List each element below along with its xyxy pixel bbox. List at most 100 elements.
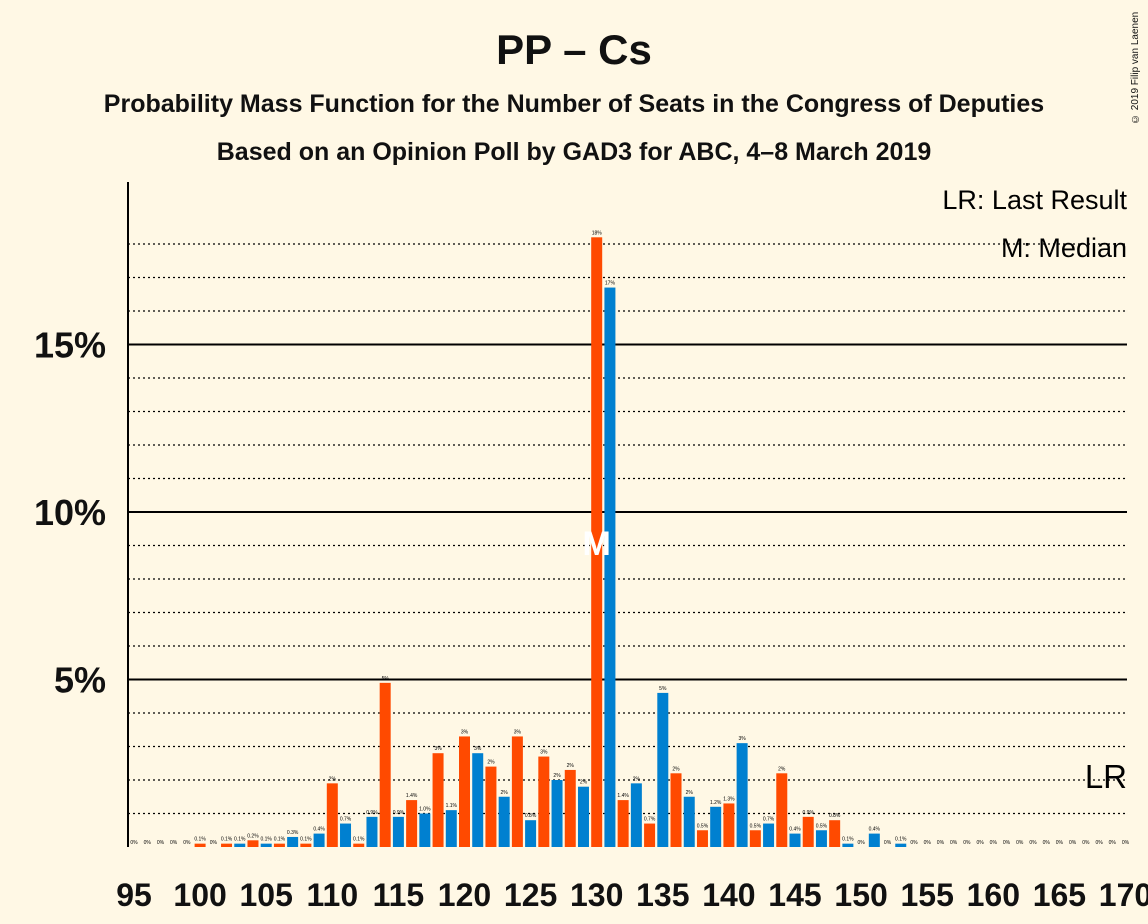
bar-label-153: 0.1% — [895, 837, 907, 843]
bar-113 — [366, 816, 378, 847]
bar-142 — [749, 830, 761, 847]
bar-label-109: 0.4% — [313, 827, 325, 833]
bar-label-117: 1.0% — [419, 807, 431, 813]
bar-label-158: 0% — [963, 840, 971, 846]
bar-label-98: 0% — [170, 840, 178, 846]
bar-133 — [630, 783, 642, 847]
bar-label-103: 0.1% — [234, 837, 246, 843]
bar-label-134: 0.7% — [644, 817, 656, 823]
bar-label-132: 1.4% — [617, 793, 629, 799]
bar-116 — [406, 800, 418, 847]
bar-label-137: 2% — [686, 790, 694, 796]
bar-label-166: 0% — [1069, 840, 1077, 846]
x-tick-label: 170 — [1099, 877, 1148, 913]
bar-126 — [538, 756, 550, 847]
x-tick-label: 100 — [173, 877, 226, 913]
bar-123 — [498, 796, 510, 847]
bar-label-141: 3% — [739, 736, 747, 742]
bar-120 — [459, 736, 470, 847]
bar-label-155: 0% — [924, 840, 932, 846]
bar-label-105: 0.1% — [260, 837, 272, 843]
bar-131 — [604, 287, 616, 847]
bar-110 — [326, 783, 338, 847]
bar-143 — [763, 823, 775, 847]
bar-115 — [392, 816, 404, 847]
bar-label-144: 2% — [778, 766, 786, 772]
bar-label-122: 2% — [487, 760, 495, 766]
bar-label-154: 0% — [910, 840, 918, 846]
bar-label-104: 0.2% — [247, 833, 259, 839]
bar-144 — [776, 773, 788, 847]
bar-label-157: 0% — [950, 840, 958, 846]
bar-124 — [511, 736, 523, 847]
bar-label-143: 0.7% — [763, 817, 775, 823]
bar-139 — [710, 806, 722, 847]
bar-label-169: 0% — [1109, 840, 1117, 846]
bar-135 — [657, 692, 669, 847]
x-tick-label: 130 — [570, 877, 623, 913]
y-tick-label: 10% — [34, 492, 106, 533]
bar-136 — [670, 773, 682, 847]
bar-series — [194, 237, 907, 848]
bar-label-125: 0.8% — [525, 813, 537, 819]
bar-label-133: 2% — [633, 776, 641, 782]
bar-label-156: 0% — [937, 840, 945, 846]
bar-label-147: 0.5% — [816, 823, 828, 829]
bar-145 — [789, 833, 801, 847]
bar-label-97: 0% — [157, 840, 165, 846]
grid-lines — [128, 243, 1127, 815]
poll-source-subtitle: Based on an Opinion Poll by GAD3 for ABC… — [216, 138, 932, 166]
bar-130 — [591, 237, 603, 848]
bar-129 — [577, 786, 589, 847]
bar-value-labels: 0% 0% 0% 0% 0%0.1%0%0.1% 0.1%0.2%0.1% 0.1%0.3%… — [130, 230, 1129, 846]
bar-134 — [644, 823, 656, 847]
bar-label-99: 0% — [183, 840, 191, 846]
bar-108 — [300, 843, 312, 847]
bar-label-101: 0% — [210, 840, 218, 846]
bar-label-118: 3% — [434, 746, 442, 752]
legend-last-result: LR: Last Result — [942, 185, 1127, 215]
x-tick-label: 120 — [438, 877, 491, 913]
bar-118 — [432, 753, 444, 847]
bar-label-96: 0% — [144, 840, 152, 846]
bar-147 — [815, 830, 827, 847]
bar-label-127: 2% — [553, 773, 561, 779]
bar-label-150: 0% — [857, 840, 865, 846]
bar-label-129: 2% — [580, 780, 588, 786]
bar-140 — [723, 803, 735, 847]
bar-121 — [472, 753, 484, 847]
bar-label-116: 1.4% — [406, 793, 418, 799]
x-tick-label: 155 — [901, 877, 954, 913]
chart-title: PP – Cs — [496, 26, 652, 73]
bar-107 — [287, 836, 299, 847]
bar-label-136: 2% — [672, 766, 680, 772]
bar-label-114: 5% — [382, 676, 390, 682]
bar-label-146: 0.9% — [803, 810, 815, 816]
bar-138 — [696, 830, 708, 847]
y-tick-label: 5% — [54, 660, 106, 701]
bar-label-121: 3% — [474, 746, 482, 752]
bar-label-139: 1.2% — [710, 800, 722, 806]
bar-label-159: 0% — [976, 840, 984, 846]
last-result-marker: LR — [1085, 758, 1127, 795]
x-tick-label: 105 — [240, 877, 293, 913]
bar-label-113: 0.9% — [366, 810, 378, 816]
bar-109 — [313, 833, 325, 847]
bar-label-170: 0% — [1122, 840, 1130, 846]
bar-label-131: 17% — [605, 281, 616, 287]
bar-label-168: 0% — [1095, 840, 1103, 846]
bar-label-119: 1.1% — [446, 803, 458, 809]
bar-127 — [551, 780, 563, 847]
x-tick-label: 165 — [1033, 877, 1086, 913]
x-tick-label: 135 — [636, 877, 689, 913]
x-axis: 95 100 105 110 115 120 125 130 135 140 145 150 155 16… — [116, 877, 1148, 913]
bar-label-148: 0.8% — [829, 813, 841, 819]
bar-100 — [194, 843, 206, 847]
bar-label-123: 2% — [501, 790, 509, 796]
bar-106 — [273, 843, 285, 847]
bar-117 — [419, 813, 431, 847]
bar-label-135: 5% — [659, 686, 667, 692]
bar-label-120: 3% — [461, 729, 469, 735]
x-tick-label: 115 — [373, 877, 425, 913]
bar-128 — [564, 769, 576, 847]
